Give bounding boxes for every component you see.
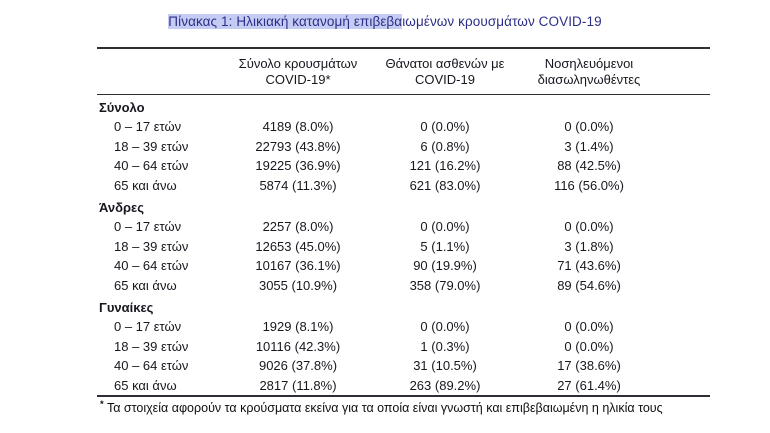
- section-title: Άνδρες: [99, 200, 144, 215]
- cases-value: 12653 (45.0%): [255, 238, 341, 254]
- spacer-cell: [665, 217, 710, 237]
- cases-value: 22793 (43.8%): [255, 138, 341, 154]
- deaths-value: 1 (0.3%): [420, 338, 470, 354]
- table-row: 40 – 64 ετών 10167 (36.1%) 90 (19.9%) 71…: [97, 256, 710, 276]
- cases-value: 3055 (10.9%): [258, 277, 338, 293]
- selected-text: Πίνακας 1: Ηλικιακή κατανομή επιβεβα: [168, 14, 403, 29]
- col-header-line: Σύνολο κρουσμάτων: [238, 56, 358, 71]
- deaths-value: 0 (0.0%): [420, 219, 470, 234]
- deaths-value: 121 (16.2%): [409, 158, 481, 173]
- table-row: 40 – 64 ετών 9026 (37.8%) 31 (10.5%) 17 …: [97, 356, 710, 376]
- section-header-women: Γυναίκες: [97, 295, 710, 317]
- table-row: 0 – 17 ετών 1929 (8.1%) 0 (0.0%) 0 (0.0%…: [97, 317, 710, 337]
- table-row: 18 – 39 ετών 12653 (45.0%) 5 (1.1%) 3 (1…: [97, 237, 710, 257]
- col-header-spacer: [665, 48, 710, 95]
- spacer-cell: [665, 337, 710, 357]
- table-row: 65 και άνω 5874 (11.3%) 621 (83.0%) 116 …: [97, 176, 710, 196]
- age-group-label: 40 – 64 ετών: [114, 158, 189, 173]
- deaths-value: 621 (83.0%): [409, 177, 481, 193]
- covid-age-distribution-table: Σύνολο κρουσμάτων COVID-19* Θάνατοι ασθε…: [97, 47, 710, 397]
- section-title: Σύνολο: [99, 100, 145, 115]
- footnote: * Τα στοιχεία αφορούν τα κρούσματα εκείν…: [100, 400, 770, 416]
- cases-value: 1929 (8.1%): [262, 319, 334, 334]
- col-header-intubated: Νοσηλευόμενοι διασωληνωθέντες: [513, 48, 665, 95]
- intubated-value: 27 (61.4%): [557, 377, 621, 393]
- table-caption: Πίνακας 1: Ηλικιακή κατανομή επιβεβαιωμέ…: [0, 0, 770, 31]
- section-title: Γυναίκες: [99, 300, 154, 315]
- table-row: 18 – 39 ετών 22793 (43.8%) 6 (0.8%) 3 (1…: [97, 137, 710, 157]
- footnote-marker: *: [100, 398, 104, 410]
- cases-value: 9026 (37.8%): [258, 358, 338, 373]
- intubated-value: 89 (54.6%): [557, 277, 621, 293]
- intubated-value: 0 (0.0%): [564, 319, 614, 334]
- age-group-label: 18 – 39 ετών: [114, 338, 189, 354]
- cases-value: 4189 (8.0%): [262, 119, 334, 134]
- table-row: 0 – 17 ετών 2257 (8.0%) 0 (0.0%) 0 (0.0%…: [97, 217, 710, 237]
- cases-value: 10167 (36.1%): [255, 258, 341, 273]
- col-header-deaths: Θάνατοι ασθενών με COVID-19: [377, 48, 513, 95]
- intubated-value: 71 (43.6%): [557, 258, 621, 273]
- column-header-row: Σύνολο κρουσμάτων COVID-19* Θάνατοι ασθε…: [97, 48, 710, 95]
- age-group-label: 0 – 17 ετών: [114, 319, 182, 334]
- deaths-value: 6 (0.8%): [420, 138, 470, 154]
- intubated-value: 0 (0.0%): [564, 119, 614, 134]
- deaths-value: 358 (79.0%): [409, 277, 481, 293]
- col-header-line: Νοσηλευόμενοι: [544, 56, 634, 71]
- table-row: 18 – 39 ετών 10116 (42.3%) 1 (0.3%) 0 (0…: [97, 337, 710, 357]
- cases-value: 2817 (11.8%): [259, 377, 337, 393]
- age-group-label: 0 – 17 ετών: [114, 219, 182, 234]
- cases-value: 5874 (11.3%): [259, 177, 337, 193]
- cases-value: 19225 (36.9%): [255, 158, 341, 173]
- col-header-line: Θάνατοι ασθενών με: [385, 56, 505, 71]
- col-header-empty: [97, 48, 219, 95]
- intubated-value: 88 (42.5%): [557, 158, 621, 173]
- spacer-cell: [665, 156, 710, 176]
- table-row: 65 και άνω 3055 (10.9%) 358 (79.0%) 89 (…: [97, 276, 710, 296]
- caption-rest: ιωμένων κρουσμάτων COVID-19: [402, 14, 602, 29]
- table-row: 0 – 17 ετών 4189 (8.0%) 0 (0.0%) 0 (0.0%…: [97, 117, 710, 137]
- section-header-men: Άνδρες: [97, 195, 710, 217]
- deaths-value: 0 (0.0%): [420, 319, 470, 334]
- age-group-label: 65 και άνω: [114, 177, 177, 193]
- age-group-label: 40 – 64 ετών: [114, 358, 189, 373]
- age-group-label: 0 – 17 ετών: [114, 119, 182, 134]
- cases-value: 10116 (42.3%): [255, 338, 341, 354]
- spacer-cell: [665, 356, 710, 376]
- intubated-value: 3 (1.4%): [564, 138, 614, 154]
- deaths-value: 90 (19.9%): [413, 258, 477, 273]
- spacer-cell: [665, 176, 710, 196]
- col-header-line: COVID-19: [415, 72, 475, 87]
- age-group-label: 18 – 39 ετών: [114, 238, 189, 254]
- spacer-cell: [665, 117, 710, 137]
- spacer-cell: [665, 137, 710, 157]
- intubated-value: 0 (0.0%): [564, 338, 614, 354]
- intubated-value: 0 (0.0%): [564, 219, 614, 234]
- col-header-line: COVID-19*: [265, 72, 331, 87]
- spacer-cell: [665, 317, 710, 337]
- age-group-label: 65 και άνω: [114, 277, 177, 293]
- section-header-total: Σύνολο: [97, 95, 710, 118]
- spacer-cell: [665, 376, 710, 397]
- age-group-label: 65 και άνω: [114, 377, 177, 393]
- cases-value: 2257 (8.0%): [262, 219, 334, 234]
- col-header-line: διασωληνωθέντες: [537, 72, 641, 87]
- spacer-cell: [665, 276, 710, 296]
- intubated-value: 17 (38.6%): [557, 358, 621, 373]
- intubated-value: 116 (56.0%): [554, 177, 624, 193]
- deaths-value: 0 (0.0%): [420, 119, 470, 134]
- age-group-label: 40 – 64 ετών: [114, 258, 189, 273]
- deaths-value: 31 (10.5%): [413, 358, 477, 373]
- intubated-value: 3 (1.8%): [564, 238, 614, 254]
- deaths-value: 263 (89.2%): [409, 377, 481, 393]
- footnote-text: Τα στοιχεία αφορούν τα κρούσματα εκείνα …: [106, 401, 663, 415]
- table-row: 65 και άνω 2817 (11.8%) 263 (89.2%) 27 (…: [97, 376, 710, 397]
- table-row: 40 – 64 ετών 19225 (36.9%) 121 (16.2%) 8…: [97, 156, 710, 176]
- spacer-cell: [665, 237, 710, 257]
- col-header-total-cases: Σύνολο κρουσμάτων COVID-19*: [219, 48, 377, 95]
- age-group-label: 18 – 39 ετών: [114, 138, 189, 154]
- deaths-value: 5 (1.1%): [420, 238, 470, 254]
- spacer-cell: [665, 256, 710, 276]
